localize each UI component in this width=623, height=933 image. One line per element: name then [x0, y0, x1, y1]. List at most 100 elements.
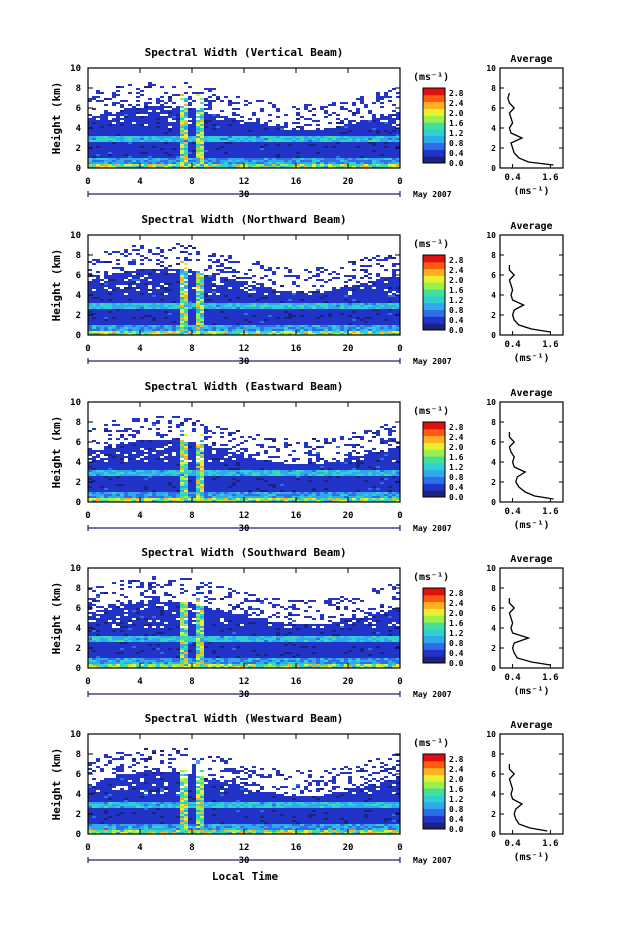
heatmap-cell [340, 305, 344, 307]
heatmap-cell [192, 134, 196, 136]
heatmap-cell [364, 156, 368, 158]
heatmap-cell [96, 498, 100, 500]
heatmap-cell [280, 138, 284, 140]
heatmap-cell [144, 289, 148, 291]
heatmap-cell [336, 309, 340, 311]
heatmap-cell [268, 132, 272, 134]
heatmap-cell [252, 285, 256, 287]
heatmap-cell [128, 271, 132, 273]
heatmap-cell [92, 303, 96, 305]
heatmap-cell [332, 156, 336, 158]
heatmap-cell [376, 303, 380, 305]
heatmap-cell [284, 130, 288, 132]
heatmap-cell [344, 144, 348, 146]
heatmap-cell [304, 317, 308, 319]
heatmap-cell [316, 148, 320, 150]
heatmap-cell [300, 126, 304, 128]
heatmap-cell [372, 319, 376, 321]
heatmap-cell [132, 327, 136, 329]
heatmap-cell [348, 279, 352, 281]
heatmap-cell [184, 164, 188, 166]
heatmap-cell [384, 148, 388, 150]
heatmap-cell [388, 152, 392, 154]
heatmap-cell [164, 311, 168, 313]
heatmap-cell [328, 325, 332, 327]
heatmap-cell [136, 299, 140, 301]
heatmap-cell [132, 146, 136, 148]
heatmap-cell [144, 136, 148, 138]
heatmap-cell [384, 128, 388, 130]
heatmap-cell [92, 287, 96, 289]
heatmap-cell [180, 106, 184, 108]
heatmap-cell [136, 277, 140, 279]
heatmap-cell [100, 144, 104, 146]
heatmap-cell [316, 144, 320, 146]
heatmap-cell [244, 128, 248, 130]
heatmap-cell [236, 289, 240, 291]
heatmap-cell [168, 144, 172, 146]
heatmap-cell [260, 305, 264, 307]
heatmap-cell [96, 116, 100, 118]
heatmap-cell [228, 138, 232, 140]
heatmap-cell [140, 154, 144, 156]
heatmap-cell [124, 160, 128, 162]
heatmap-cell [140, 303, 144, 305]
colorbar [423, 255, 445, 331]
heatmap-cell [364, 142, 368, 144]
heatmap-cell [212, 88, 216, 90]
heatmap-cell [100, 130, 104, 132]
heatmap-cell [280, 162, 284, 164]
heatmap-cell [352, 315, 356, 317]
heatmap-cell [200, 325, 204, 327]
heatmap-cell [380, 259, 384, 261]
heatmap-cell [392, 305, 396, 307]
heatmap-cell [320, 303, 324, 305]
heatmap-cell [196, 305, 200, 307]
heatmap-cell [376, 126, 380, 128]
heatmap-cell [128, 146, 132, 148]
heatmap-cell [252, 126, 256, 128]
heatmap-cell [160, 279, 164, 281]
heatmap-cell [128, 458, 132, 460]
heatmap-cell [224, 283, 228, 285]
heatmap-cell [116, 251, 120, 253]
heatmap-cell [92, 476, 96, 478]
heatmap-cell [260, 138, 264, 140]
heatmap-cell [108, 122, 112, 124]
heatmap-cell [116, 293, 120, 295]
heatmap-cell [268, 158, 272, 160]
heatmap-cell [184, 323, 188, 325]
heatmap-cell [384, 331, 388, 333]
heatmap-cell [368, 154, 372, 156]
heatmap-cell [120, 448, 124, 450]
heatmap-cell [356, 136, 360, 138]
heatmap-cell [368, 156, 372, 158]
heatmap-cell [384, 291, 388, 293]
heatmap-cell [112, 164, 116, 166]
heatmap-cell [212, 255, 216, 257]
heatmap-cell [116, 124, 120, 126]
heatmap-cell [168, 309, 172, 311]
heatmap-cell [340, 313, 344, 315]
heatmap-cell [100, 313, 104, 315]
heatmap-cell [264, 124, 268, 126]
heatmap-cell [244, 124, 248, 126]
heatmap-cell [176, 140, 180, 142]
heatmap-cell [348, 148, 352, 150]
heatmap-cell [100, 289, 104, 291]
heatmap-cell [148, 148, 152, 150]
heatmap-cell [168, 327, 172, 329]
heatmap-cell [196, 301, 200, 303]
heatmap-cell [176, 293, 180, 295]
heatmap-cell [152, 293, 156, 295]
heatmap-cell [388, 297, 392, 299]
heatmap-cell [260, 158, 264, 160]
heatmap-cell [352, 319, 356, 321]
heatmap-cell [168, 281, 172, 283]
heatmap-cell [240, 126, 244, 128]
heatmap-cell [212, 253, 216, 255]
heatmap-cell [352, 120, 356, 122]
heatmap-cell [220, 299, 224, 301]
heatmap-cell [244, 162, 248, 164]
